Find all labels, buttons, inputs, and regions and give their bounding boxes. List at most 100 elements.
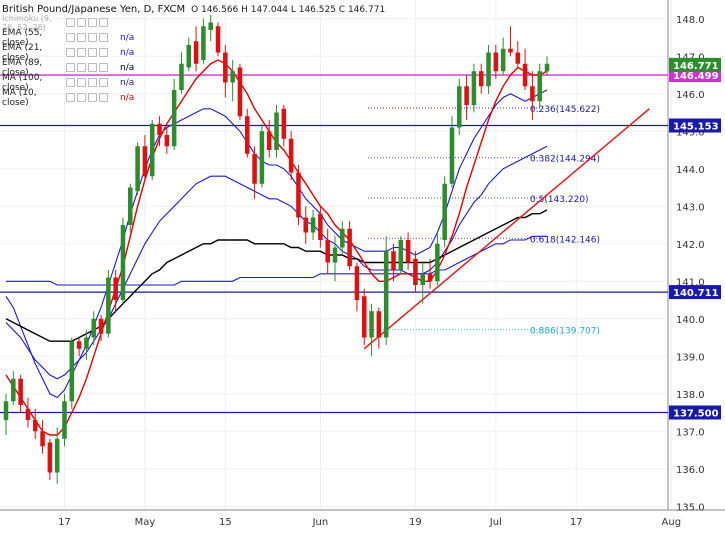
candle-body bbox=[376, 311, 382, 338]
candle-body bbox=[11, 378, 16, 402]
candle-body bbox=[157, 123, 162, 135]
indicator-buttons[interactable] bbox=[66, 33, 108, 42]
candle-body bbox=[420, 273, 425, 285]
candle-body bbox=[383, 251, 389, 338]
candle-body bbox=[201, 26, 206, 60]
candle-body bbox=[310, 217, 316, 233]
legend-title-row: British Pound/Japanese Yen, D, FXCM O 14… bbox=[2, 4, 385, 15]
candle-body bbox=[171, 90, 177, 147]
level-price-tag: 145.153 bbox=[673, 122, 719, 133]
series-line-1 bbox=[5, 145, 548, 380]
indicator-buttons[interactable] bbox=[66, 78, 108, 87]
indicator-value: n/a bbox=[120, 32, 135, 43]
candle-body bbox=[215, 26, 221, 53]
candle-body bbox=[471, 71, 477, 105]
candle-body bbox=[259, 131, 265, 184]
fib-level-label: 0.236(145.622) bbox=[530, 105, 600, 115]
candle-body bbox=[69, 341, 75, 402]
candle-body bbox=[442, 183, 447, 240]
candle-body bbox=[84, 337, 89, 349]
indicator-label: EMA (55, close) bbox=[2, 27, 43, 48]
candle-body bbox=[266, 131, 272, 150]
last-price-tag: 146.771 bbox=[673, 61, 719, 72]
candle-body bbox=[522, 63, 528, 87]
indicator-buttons[interactable] bbox=[66, 18, 108, 27]
y-tick-label: 144.0 bbox=[676, 165, 705, 176]
indicator-label: EMA (21, close) bbox=[2, 42, 43, 63]
indicator-buttons[interactable] bbox=[66, 63, 108, 72]
y-tick-label: 146.0 bbox=[676, 90, 705, 101]
series-line-0 bbox=[5, 89, 548, 399]
candle-body bbox=[32, 420, 38, 432]
candle-body bbox=[398, 240, 404, 270]
candle-body bbox=[274, 112, 279, 150]
indicator-value: n/a bbox=[120, 92, 135, 103]
candle-body bbox=[281, 108, 287, 139]
candle-body bbox=[208, 22, 213, 30]
level-price-tag: 137.500 bbox=[673, 409, 719, 420]
candle-body bbox=[318, 213, 323, 240]
fib-level-label: 0.886(139.707) bbox=[530, 327, 600, 337]
candle-body bbox=[18, 378, 23, 405]
candle-body bbox=[179, 63, 184, 90]
candle-body bbox=[164, 135, 170, 147]
legend-indicator-2[interactable]: EMA (21, close) n/a bbox=[2, 42, 385, 63]
candle-body bbox=[128, 187, 133, 225]
indicator-label: Ichimoku (9, 26, 52, 26) bbox=[2, 13, 52, 32]
candle-body bbox=[76, 341, 82, 349]
candle-body bbox=[142, 146, 148, 177]
level-price-tag: 146.499 bbox=[673, 71, 719, 82]
level-price-tag: 140.711 bbox=[673, 288, 719, 299]
candle-body bbox=[288, 138, 294, 173]
candle-body bbox=[478, 71, 484, 87]
series-line-3 bbox=[6, 235, 547, 286]
x-tick-label: 19 bbox=[409, 517, 422, 528]
fib-level-label: 0.382(144.294) bbox=[530, 155, 600, 165]
candle-body bbox=[325, 240, 330, 263]
chart-legend: British Pound/Japanese Yen, D, FXCM O 14… bbox=[2, 4, 385, 108]
y-tick-label: 147.0 bbox=[676, 52, 705, 63]
level-price-tag-bg bbox=[669, 118, 721, 133]
candle-body bbox=[500, 48, 506, 72]
y-tick-label: 145.0 bbox=[676, 127, 705, 138]
indicator-buttons[interactable] bbox=[66, 48, 108, 57]
indicator-value: n/a bbox=[120, 62, 135, 73]
candle-body bbox=[486, 52, 491, 87]
candle-body bbox=[186, 45, 192, 68]
candle-body bbox=[296, 172, 301, 218]
indicator-label: MA (10, close) bbox=[2, 87, 37, 108]
legend-indicator-5[interactable]: MA (10, close) n/a bbox=[2, 87, 385, 108]
legend-indicator-3[interactable]: EMA (89, close) n/a bbox=[2, 58, 385, 78]
candle-body bbox=[537, 71, 542, 102]
y-tick-label: 136.0 bbox=[676, 465, 705, 476]
candle-body bbox=[230, 71, 235, 83]
y-tick-label: 148.0 bbox=[676, 15, 705, 26]
x-tick-label: Jul bbox=[489, 517, 502, 528]
candle-body bbox=[515, 52, 521, 64]
candle-body bbox=[47, 442, 53, 473]
legend-indicator-0[interactable]: Ichimoku (9, 26, 52, 26) bbox=[2, 13, 385, 32]
legend-indicator-4[interactable]: MA (100, close) n/a bbox=[2, 72, 385, 93]
candle-body bbox=[252, 153, 257, 184]
candle-body bbox=[369, 311, 374, 338]
legend-indicator-1[interactable]: EMA (55, close) n/a bbox=[2, 27, 385, 48]
candle-body bbox=[91, 318, 96, 338]
y-tick-label: 143.0 bbox=[676, 202, 705, 213]
candle-body bbox=[347, 228, 352, 267]
x-tick-label: 17 bbox=[58, 517, 71, 528]
y-tick-label: 135.0 bbox=[676, 502, 705, 513]
ohlc-readout: O 146.566 H 147.044 L 146.525 C 146.771 bbox=[191, 4, 386, 15]
candle-body bbox=[98, 318, 104, 334]
indicator-value: n/a bbox=[120, 77, 135, 88]
candle-body bbox=[354, 266, 360, 300]
candle-body bbox=[40, 431, 45, 447]
candle-body bbox=[193, 41, 199, 64]
indicator-buttons[interactable] bbox=[66, 93, 108, 102]
fib-level-label: 0.5(143.220) bbox=[530, 195, 589, 205]
indicator-label: MA (100, close) bbox=[2, 72, 43, 93]
candle-body bbox=[303, 217, 309, 233]
candle-body bbox=[457, 86, 462, 128]
y-tick-label: 137.0 bbox=[676, 427, 705, 438]
x-tick-label: 15 bbox=[219, 517, 232, 528]
